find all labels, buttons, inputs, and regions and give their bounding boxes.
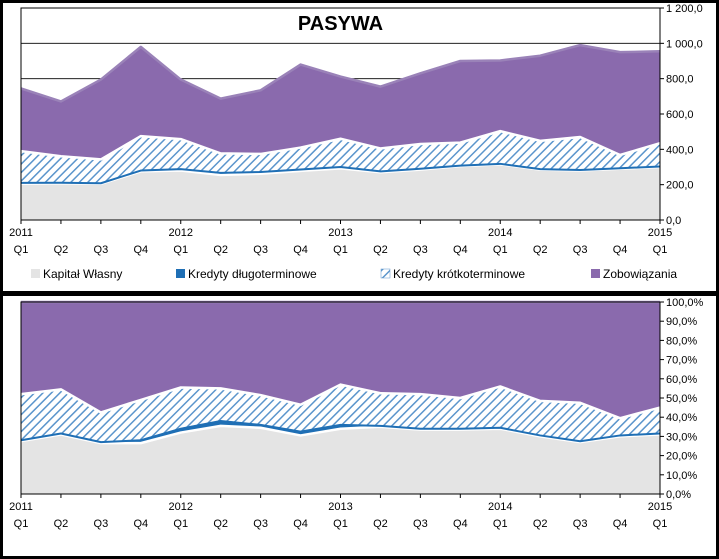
x-quarter-label: Q3 <box>94 518 109 530</box>
y-tick-label: 70,0% <box>666 355 697 367</box>
legend-label: Kredyty długoterminowe <box>188 267 317 281</box>
x-quarter-label: Q1 <box>493 518 508 530</box>
x-quarter-label: Q3 <box>413 518 428 530</box>
line-kredyty-dlugoterminowe <box>20 420 661 444</box>
x-quarter-label: Q2 <box>533 244 548 256</box>
line-kredyty-dlugoterminowe <box>20 162 661 185</box>
x-quarter-label: Q4 <box>293 518 308 530</box>
y-tick-label: 20,0% <box>666 451 697 463</box>
x-quarter-label: Q3 <box>573 244 588 256</box>
x-quarter-label: Q4 <box>133 244 148 256</box>
legend-item-kredyty-krotkoterminowe: Kredyty krótkoterminowe <box>380 267 525 281</box>
legend-item-kredyty-dlugoterminowe: Kredyty długoterminowe <box>176 267 317 281</box>
x-quarter-label: Q1 <box>653 518 668 530</box>
legend-swatch <box>31 269 40 278</box>
x-year-label: 2015 <box>648 501 672 513</box>
legend-item-kapital-wlasny: Kapitał Własny <box>31 267 122 281</box>
legend-label: Kredyty krótkoterminowe <box>393 267 525 281</box>
chart-title: PASYWA <box>298 13 383 35</box>
x-quarter-label: Q2 <box>373 244 388 256</box>
x-quarter-label: Q4 <box>453 518 468 530</box>
y-tick-label: 10,0% <box>666 470 697 482</box>
x-year-label: 2012 <box>169 227 193 239</box>
legend-label: Kapitał Własny <box>43 267 122 281</box>
x-year-label: 2015 <box>648 227 672 239</box>
x-quarter-label: Q3 <box>94 244 109 256</box>
x-quarter-label: Q4 <box>293 244 308 256</box>
line-kredyty-krotkoterminowe <box>20 383 661 420</box>
x-quarter-label: Q3 <box>253 244 268 256</box>
x-quarter-label: Q4 <box>613 244 628 256</box>
y-tick-label: 0,0% <box>666 489 691 501</box>
y-tick-label: 0,0 <box>666 215 681 227</box>
x-quarter-label: Q1 <box>333 518 348 530</box>
y-tick-label: 800,0 <box>666 74 694 86</box>
chart-panel-percent: 0,0% 10,0% 20,0% 30,0% 40,0% 50,0% 60,0% 70,0% 8… <box>3 296 716 556</box>
x-year-label: 2014 <box>488 501 512 513</box>
y-tick-label: 30,0% <box>666 431 697 443</box>
legend-label: Zobowiązania <box>603 267 677 281</box>
area-kapital-wlasny <box>21 425 660 494</box>
legend-swatch <box>591 269 600 278</box>
x-quarter-label: Q2 <box>54 244 69 256</box>
x-quarter-label: Q2 <box>54 518 69 530</box>
x-year-label: 2011 <box>9 227 33 239</box>
y-tick-label: 80,0% <box>666 335 697 347</box>
x-year-label: 2013 <box>328 227 352 239</box>
x-quarter-label: Q4 <box>133 518 148 530</box>
area-kredyty-krotkoterminowe <box>21 131 660 184</box>
legend-swatch <box>380 268 391 279</box>
x-year-label: 2012 <box>169 501 193 513</box>
legend-item-zobowiazania: Zobowiązania <box>591 267 677 281</box>
y-tick-label: 100,0% <box>666 297 704 309</box>
y-tick-label: 400,0 <box>666 144 694 156</box>
x-quarter-label: Q1 <box>14 518 29 530</box>
y-tick-label: 50,0% <box>666 393 697 405</box>
x-quarter-label: Q1 <box>333 244 348 256</box>
area-kapital-wlasny <box>21 164 660 220</box>
x-quarter-label: Q2 <box>213 518 228 530</box>
x-quarter-label: Q1 <box>653 244 668 256</box>
line-kredyty-krotkoterminowe <box>20 129 661 161</box>
x-quarter-label: Q2 <box>373 518 388 530</box>
x-quarter-label: Q2 <box>213 244 228 256</box>
x-year-label: 2014 <box>488 227 512 239</box>
x-quarter-label: Q1 <box>493 244 508 256</box>
y-tick-label: 90,0% <box>666 316 697 328</box>
y-tick-label: 600,0 <box>666 109 694 121</box>
area-zobowiazania <box>21 302 660 419</box>
pasywa-chart: 0,0 200,0 400,0 600,0 800,0 1 000,0 1 200,0 201… <box>9 3 703 281</box>
y-tick-label: 40,0% <box>666 412 697 424</box>
pasywa-percent-chart: 0,0% 10,0% 20,0% 30,0% 40,0% 50,0% 60,0% 70,0% 8… <box>9 297 704 530</box>
legend-swatch <box>176 269 185 278</box>
chart-panel-pasywa: 0,0 200,0 400,0 600,0 800,0 1 000,0 1 200,0 201… <box>3 3 716 291</box>
y-tick-label: 1 200,0 <box>666 3 703 15</box>
x-quarter-label: Q1 <box>14 244 29 256</box>
y-tick-label: 200,0 <box>666 180 694 192</box>
x-year-label: 2013 <box>328 501 352 513</box>
x-quarter-label: Q3 <box>413 244 428 256</box>
x-quarter-label: Q2 <box>533 518 548 530</box>
y-tick-label: 1 000,0 <box>666 38 703 50</box>
y-tick-label: 60,0% <box>666 374 697 386</box>
x-quarter-label: Q3 <box>573 518 588 530</box>
x-quarter-label: Q3 <box>253 518 268 530</box>
line-zobowiazania <box>20 43 661 103</box>
x-year-label: 2011 <box>9 501 33 513</box>
x-quarter-label: Q1 <box>173 244 188 256</box>
x-quarter-label: Q4 <box>453 244 468 256</box>
x-quarter-label: Q1 <box>173 518 188 530</box>
x-quarter-label: Q4 <box>613 518 628 530</box>
